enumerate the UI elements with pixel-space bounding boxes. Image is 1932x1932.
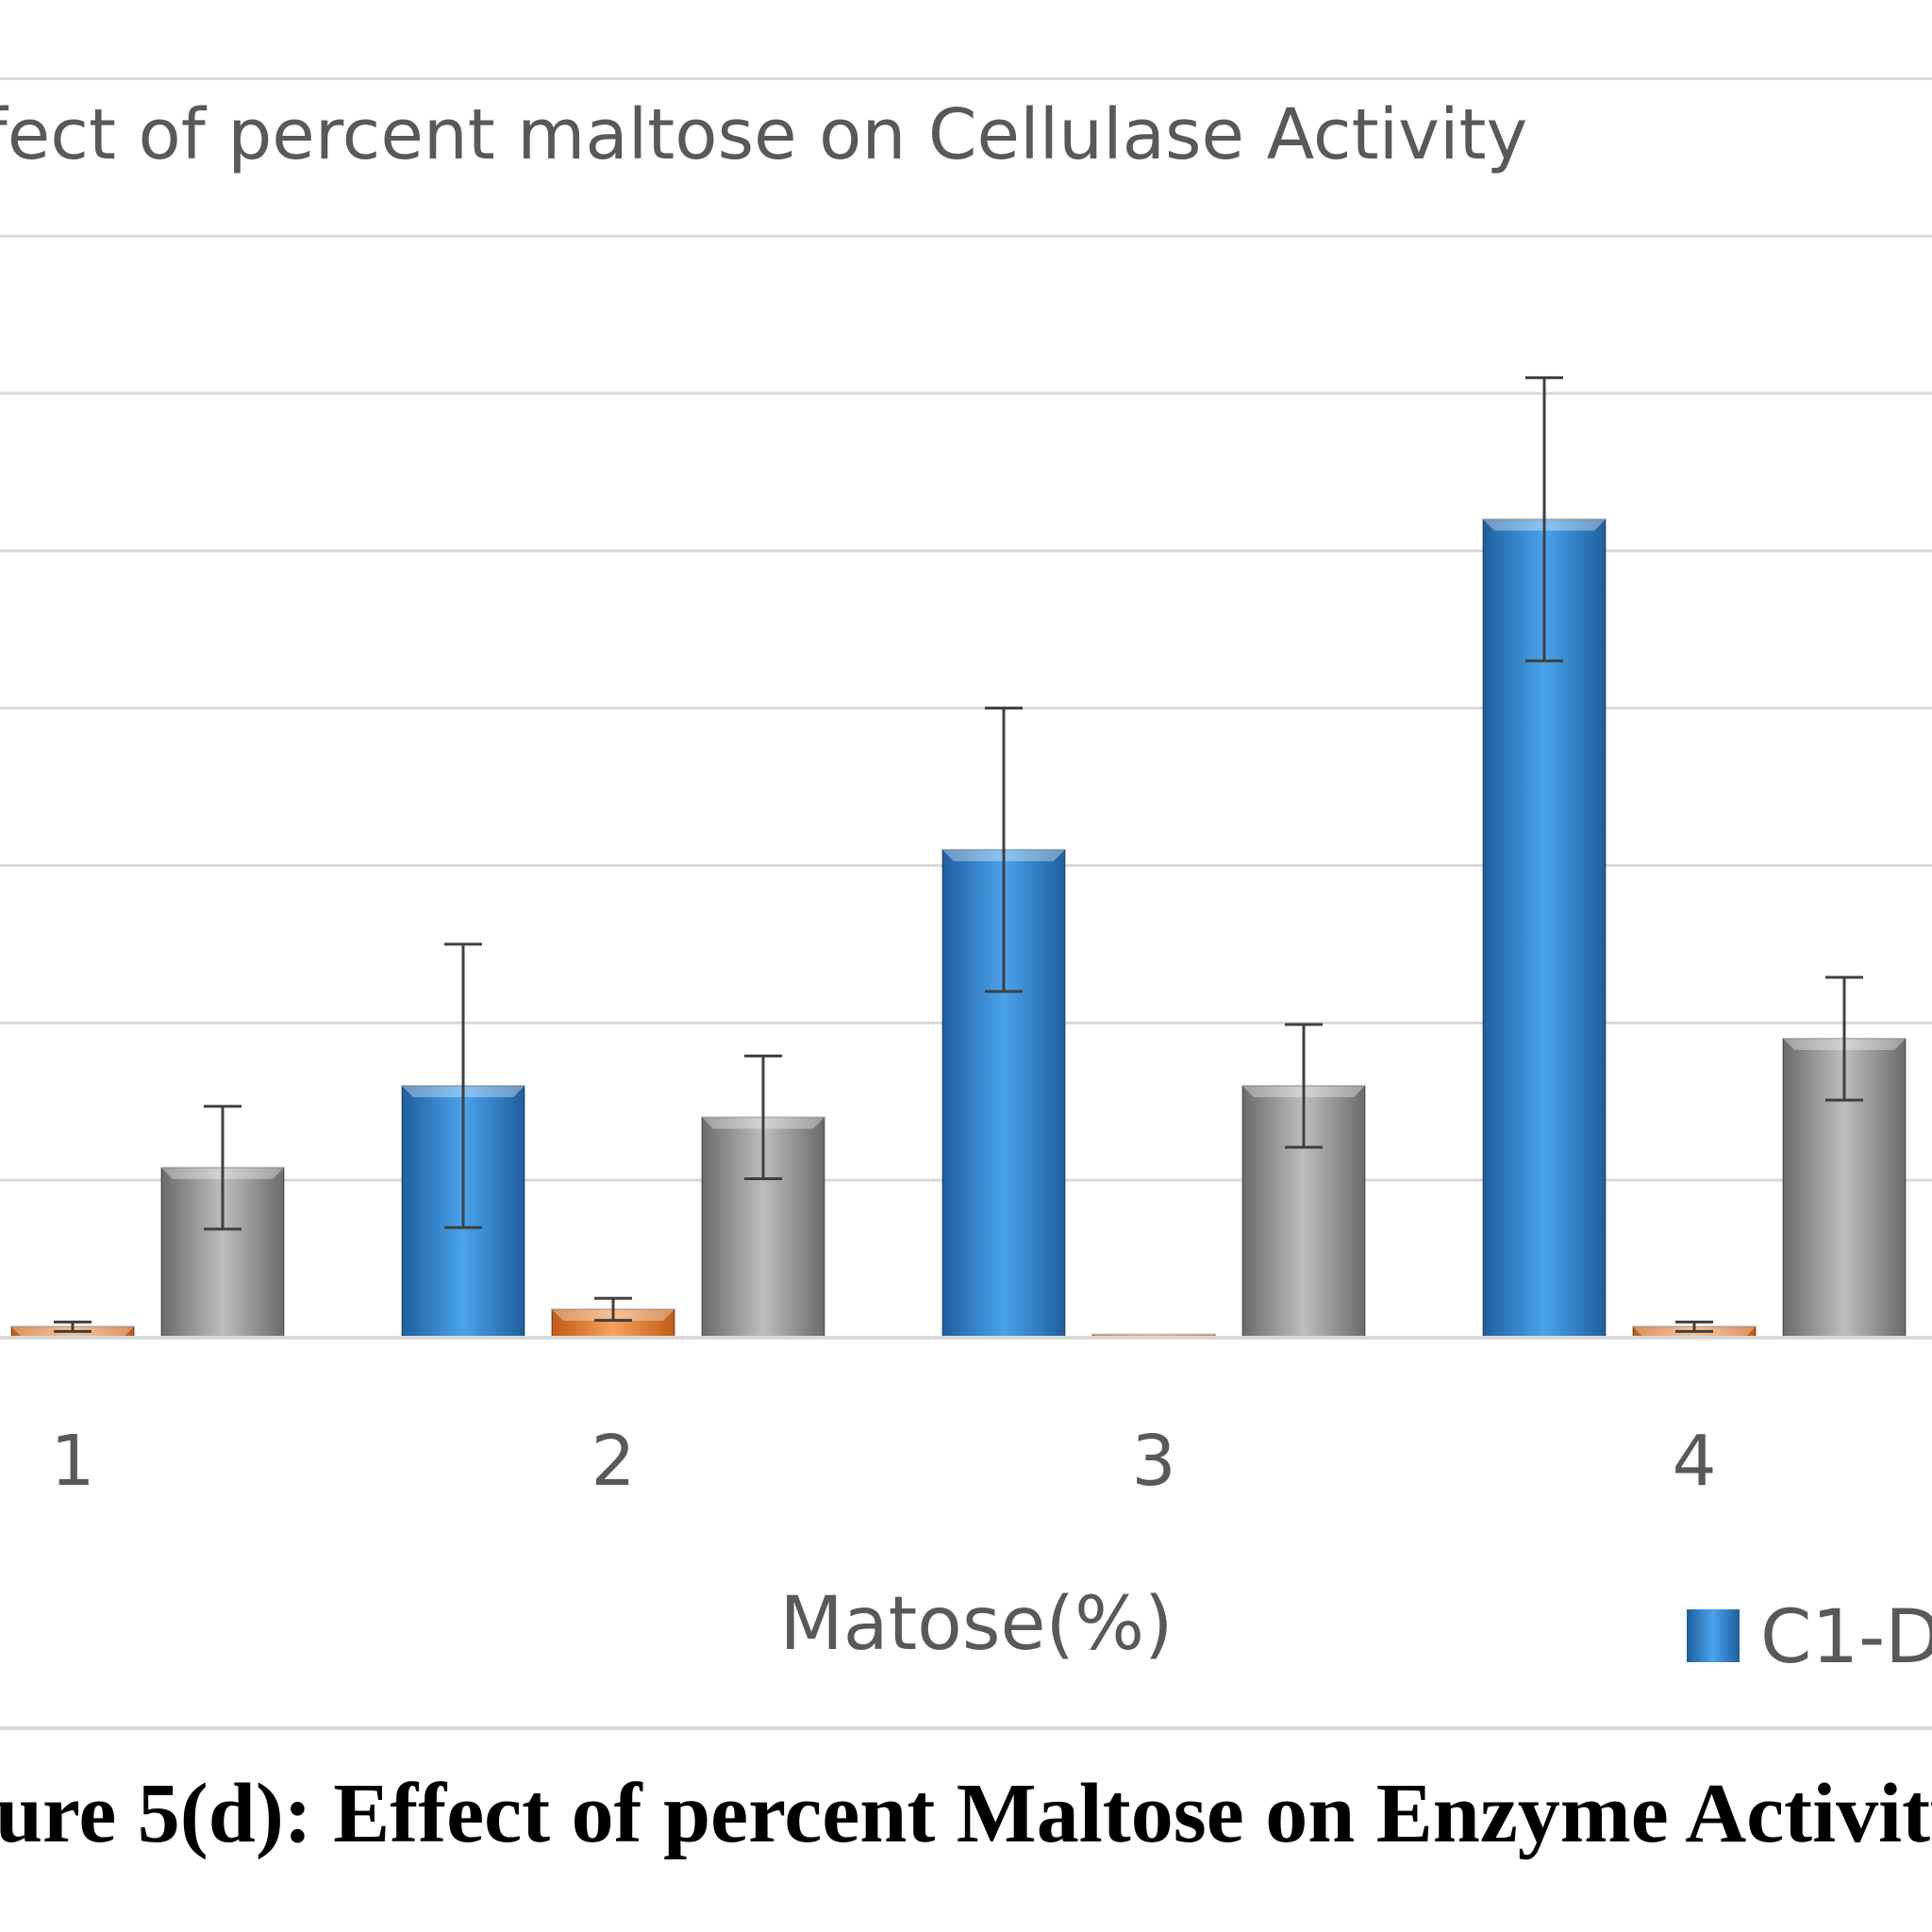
error-bar-series-1-cat-4 [1525, 375, 1563, 663]
x-tick-label: 4 [1672, 1421, 1716, 1502]
legend: C1-D [1687, 1595, 1932, 1680]
error-bar-series-1-cat-2 [444, 942, 482, 1229]
error-bar-series-3-cat-4 [1825, 975, 1863, 1102]
error-bar-series-3-cat-3 [1285, 1023, 1323, 1149]
error-bar-series-2-cat-4 [1675, 1320, 1713, 1333]
chart-title: Effect of percent maltose on Cellulase A… [0, 94, 1527, 175]
x-tick-label: 1 [50, 1421, 94, 1502]
legend-swatch-series-1 [1687, 1609, 1740, 1662]
error-bar-series-2-cat-2 [594, 1296, 632, 1323]
error-bar-series-3-cat-2 [744, 1054, 782, 1181]
x-tick-labels: 1 2 3 4 [50, 1421, 1716, 1502]
x-axis-title: Matose(%) [779, 1582, 1173, 1667]
error-bar-series-2-cat-1 [54, 1320, 92, 1333]
error-bar-series-1-cat-3 [985, 707, 1023, 993]
bars-group [10, 518, 1907, 1346]
error-bar-series-3-cat-1 [204, 1105, 242, 1231]
legend-label-series-1: C1-D [1760, 1595, 1932, 1680]
figure-caption-text: Figure 5(d): Effect of percent Maltose o… [0, 1767, 1932, 1860]
error-bars-group [54, 375, 1863, 1333]
x-tick-label: 3 [1131, 1421, 1175, 1502]
x-tick-label: 2 [591, 1421, 635, 1502]
figure-caption: Figure 5(d): Effect of percent Maltose o… [0, 1762, 1932, 1866]
